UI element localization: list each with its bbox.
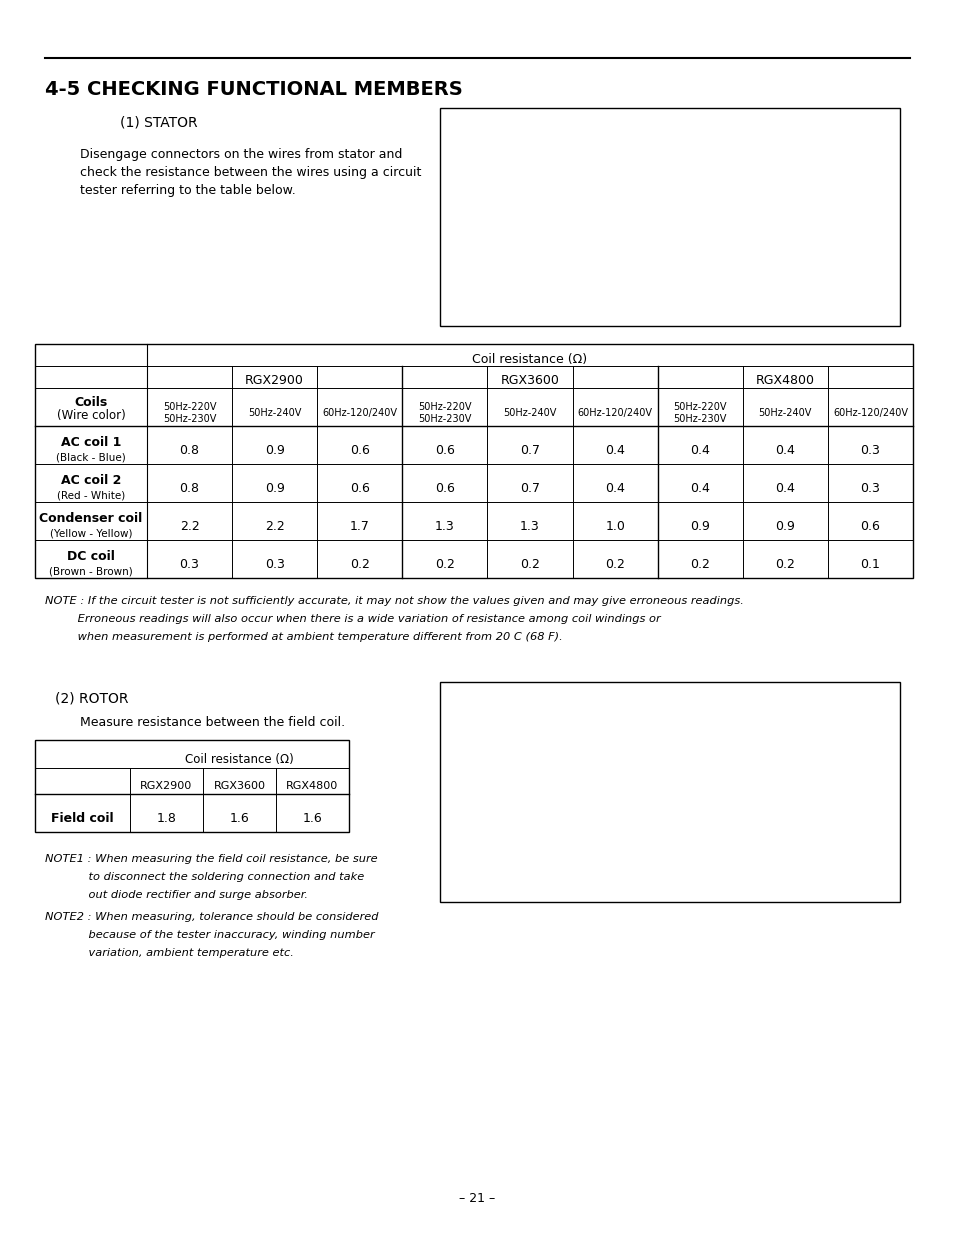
Text: (Wire color): (Wire color) — [56, 410, 125, 422]
Text: RGX2900: RGX2900 — [245, 374, 304, 388]
Text: Measure resistance between the field coil.: Measure resistance between the field coi… — [80, 716, 345, 729]
Text: 0.9: 0.9 — [264, 482, 284, 494]
Text: 50Hz-230V: 50Hz-230V — [163, 414, 216, 424]
Text: check the resistance between the wires using a circuit: check the resistance between the wires u… — [80, 165, 421, 179]
Text: RGX4800: RGX4800 — [286, 781, 338, 790]
Text: 0.4: 0.4 — [690, 482, 709, 494]
Text: 0.3: 0.3 — [860, 443, 880, 457]
Text: 4-5 CHECKING FUNCTIONAL MEMBERS: 4-5 CHECKING FUNCTIONAL MEMBERS — [45, 80, 462, 99]
Text: RGX4800: RGX4800 — [755, 374, 814, 388]
Text: because of the tester inaccuracy, winding number: because of the tester inaccuracy, windin… — [45, 930, 375, 940]
Text: 0.2: 0.2 — [350, 557, 370, 571]
Text: 0.7: 0.7 — [519, 443, 539, 457]
Text: (Brown - Brown): (Brown - Brown) — [49, 566, 132, 576]
Text: 0.2: 0.2 — [435, 557, 455, 571]
Bar — [35, 345, 912, 578]
Text: 0.3: 0.3 — [179, 557, 199, 571]
Text: 50Hz-240V: 50Hz-240V — [248, 408, 301, 417]
Text: Disengage connectors on the wires from stator and: Disengage connectors on the wires from s… — [80, 148, 402, 161]
Text: 1.0: 1.0 — [604, 520, 624, 532]
Text: RGX3600: RGX3600 — [213, 781, 265, 790]
Text: AC coil 2: AC coil 2 — [61, 474, 121, 488]
Text: 60Hz-120/240V: 60Hz-120/240V — [322, 408, 396, 417]
Text: 1.7: 1.7 — [350, 520, 370, 532]
Text: 0.9: 0.9 — [690, 520, 709, 532]
Text: 60Hz-120/240V: 60Hz-120/240V — [832, 408, 907, 417]
Text: Coil resistance (Ω): Coil resistance (Ω) — [472, 352, 587, 366]
Text: 2.2: 2.2 — [265, 520, 284, 532]
Text: 0.2: 0.2 — [775, 557, 795, 571]
Text: variation, ambient temperature etc.: variation, ambient temperature etc. — [45, 948, 294, 958]
Text: (1) STATOR: (1) STATOR — [120, 116, 197, 130]
Text: – 21 –: – 21 – — [458, 1192, 495, 1204]
Text: 0.6: 0.6 — [860, 520, 880, 532]
Text: 50Hz-240V: 50Hz-240V — [758, 408, 811, 417]
Text: (Black - Blue): (Black - Blue) — [56, 452, 126, 462]
Text: 50Hz-220V: 50Hz-220V — [417, 403, 471, 412]
Text: 0.6: 0.6 — [350, 443, 370, 457]
Text: 2.2: 2.2 — [179, 520, 199, 532]
Text: 50Hz-230V: 50Hz-230V — [673, 414, 726, 424]
Text: NOTE1 : When measuring the field coil resistance, be sure: NOTE1 : When measuring the field coil re… — [45, 853, 377, 864]
Bar — [439, 107, 899, 326]
Text: 0.8: 0.8 — [179, 482, 199, 494]
Text: 50Hz-220V: 50Hz-220V — [163, 403, 216, 412]
Text: (2) ROTOR: (2) ROTOR — [55, 692, 129, 706]
Text: DC coil: DC coil — [67, 551, 114, 563]
Text: 0.9: 0.9 — [775, 520, 795, 532]
Text: NOTE : If the circuit tester is not sufficiently accurate, it may not show the v: NOTE : If the circuit tester is not suff… — [45, 597, 743, 606]
Text: (Yellow - Yellow): (Yellow - Yellow) — [50, 529, 132, 538]
Text: 0.3: 0.3 — [264, 557, 284, 571]
Text: 0.4: 0.4 — [690, 443, 709, 457]
Text: 1.3: 1.3 — [435, 520, 455, 532]
Text: 0.6: 0.6 — [435, 482, 455, 494]
Text: Coils: Coils — [74, 395, 108, 409]
Text: 0.4: 0.4 — [604, 443, 624, 457]
Text: 0.6: 0.6 — [350, 482, 370, 494]
Text: Coil resistance (Ω): Coil resistance (Ω) — [185, 752, 294, 766]
Text: 0.2: 0.2 — [604, 557, 624, 571]
Text: 0.4: 0.4 — [604, 482, 624, 494]
Text: when measurement is performed at ambient temperature different from 20 C (68 F).: when measurement is performed at ambient… — [45, 632, 562, 642]
Text: 0.3: 0.3 — [860, 482, 880, 494]
Text: 1.6: 1.6 — [230, 811, 249, 825]
Text: 0.9: 0.9 — [264, 443, 284, 457]
Text: (Red - White): (Red - White) — [57, 490, 125, 500]
Text: 0.2: 0.2 — [519, 557, 539, 571]
Bar — [439, 682, 899, 902]
Text: NOTE2 : When measuring, tolerance should be considered: NOTE2 : When measuring, tolerance should… — [45, 911, 378, 923]
Text: 0.1: 0.1 — [860, 557, 880, 571]
Text: RGX2900: RGX2900 — [140, 781, 193, 790]
Text: 1.3: 1.3 — [519, 520, 539, 532]
Text: Condenser coil: Condenser coil — [39, 513, 143, 526]
Text: 0.8: 0.8 — [179, 443, 199, 457]
Text: 0.6: 0.6 — [435, 443, 455, 457]
Text: tester referring to the table below.: tester referring to the table below. — [80, 184, 295, 198]
Text: 50Hz-240V: 50Hz-240V — [503, 408, 557, 417]
Text: 1.8: 1.8 — [156, 811, 176, 825]
Text: 0.4: 0.4 — [775, 482, 795, 494]
Text: RGX3600: RGX3600 — [500, 374, 558, 388]
Text: Erroneous readings will also occur when there is a wide variation of resistance : Erroneous readings will also occur when … — [45, 614, 659, 624]
Text: 0.7: 0.7 — [519, 482, 539, 494]
Text: out diode rectifier and surge absorber.: out diode rectifier and surge absorber. — [45, 890, 308, 900]
Text: 50Hz-230V: 50Hz-230V — [417, 414, 471, 424]
Text: Field coil: Field coil — [51, 811, 113, 825]
Text: 1.6: 1.6 — [302, 811, 322, 825]
Text: 0.4: 0.4 — [775, 443, 795, 457]
Text: AC coil 1: AC coil 1 — [61, 436, 121, 450]
Text: 60Hz-120/240V: 60Hz-120/240V — [577, 408, 652, 417]
Text: 0.2: 0.2 — [690, 557, 709, 571]
Bar — [35, 740, 349, 832]
Text: to disconnect the soldering connection and take: to disconnect the soldering connection a… — [45, 872, 364, 882]
Text: 50Hz-220V: 50Hz-220V — [673, 403, 726, 412]
